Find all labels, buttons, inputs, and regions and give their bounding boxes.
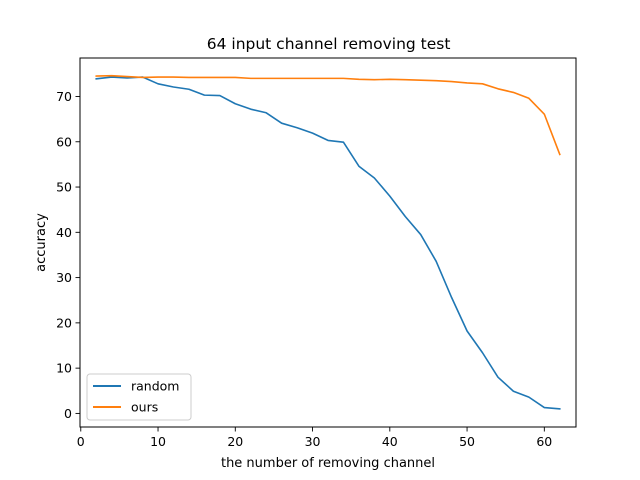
- chart-title: 64 input channel removing test: [207, 35, 451, 53]
- x-tick-label-20: 20: [227, 434, 243, 449]
- y-tick-label-70: 70: [56, 89, 72, 104]
- axes-frame: [79, 57, 577, 428]
- series-line-random: [95, 76, 561, 410]
- x-tick-label-40: 40: [382, 434, 398, 449]
- y-axis: 0 10 20 30 40 50 60 70: [56, 89, 80, 421]
- plot-area: [95, 74, 561, 410]
- legend-label-random: random: [131, 379, 179, 394]
- x-tick-label-10: 10: [150, 434, 166, 449]
- y-tick-label-20: 20: [56, 315, 72, 330]
- y-tick-label-0: 0: [64, 406, 72, 421]
- x-tick-label-0: 0: [77, 434, 85, 449]
- y-tick-label-40: 40: [56, 225, 72, 240]
- x-tick-label-50: 50: [459, 434, 475, 449]
- x-axis-label: the number of removing channel: [221, 456, 435, 471]
- y-tick-label-30: 30: [56, 270, 72, 285]
- y-axis-label: accuracy: [34, 213, 49, 272]
- series-line-ours: [95, 74, 561, 156]
- y-tick-label-50: 50: [56, 180, 72, 195]
- y-tick-label-60: 60: [56, 134, 72, 149]
- x-tick-label-30: 30: [305, 434, 321, 449]
- x-axis: 0 10 20 30 40 50 60: [77, 427, 552, 449]
- legend: random ours: [86, 373, 192, 421]
- legend-label-ours: ours: [131, 400, 158, 415]
- y-tick-label-10: 10: [56, 361, 72, 376]
- x-tick-label-60: 60: [536, 434, 552, 449]
